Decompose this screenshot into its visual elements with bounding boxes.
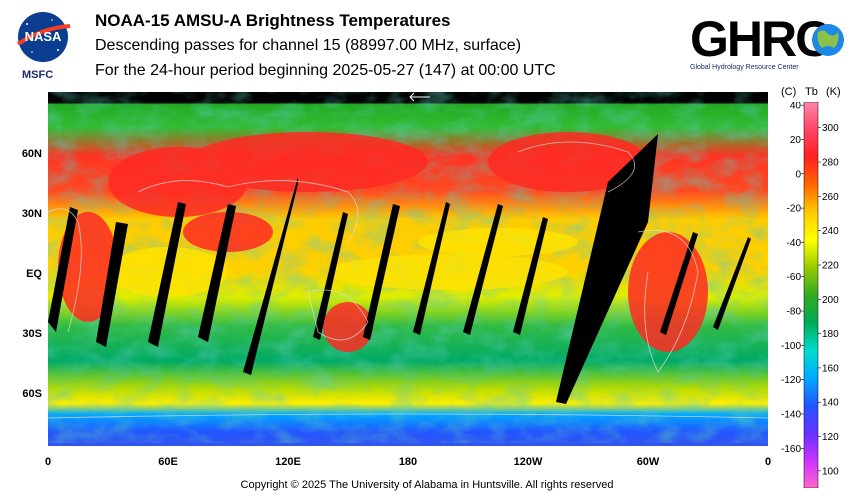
lon-label-0-left: 0 <box>44 456 52 468</box>
page-title: NOAA-15 AMSU-A Brightness Temperatures <box>95 11 451 30</box>
colorbar-kelvin-tick: 140 <box>822 398 839 409</box>
colorbar-celsius-tick: 0 <box>795 169 801 180</box>
colorbar-celsius-header: (C) <box>781 86 797 98</box>
msfc-label: MSFC <box>22 69 54 81</box>
colorbar-celsius-tick: -140 <box>781 409 801 420</box>
colorbar-celsius-tick: -40 <box>787 238 802 249</box>
svg-text:GHRC: GHRC <box>690 11 830 67</box>
direction-arrow-icon <box>409 92 430 102</box>
colorbar-kelvin-tick: 300 <box>822 123 839 134</box>
period-label: For the 24-hour period beginning 2025-05… <box>95 62 556 79</box>
colorbar-celsius-tick: -80 <box>787 307 802 318</box>
page-subtitle: Descending passes for channel 15 (88997.… <box>95 37 522 54</box>
nasa-logo: NASA <box>16 12 71 62</box>
colorbar-celsius-tick: -160 <box>781 444 801 455</box>
lat-label-30s: 30S <box>22 328 42 340</box>
brightness-temperature-map <box>48 92 768 446</box>
ghrc-logo: GHRC <box>690 11 844 67</box>
colorbar: 30028026024022020018016014012010040200-2… <box>781 102 839 488</box>
colorbar-celsius-tick: -120 <box>781 375 801 386</box>
colorbar-celsius-tick: -60 <box>787 272 802 283</box>
colorbar-celsius-tick: 40 <box>790 102 802 112</box>
colorbar-kelvin-tick: 240 <box>822 226 839 237</box>
lat-label-60n: 60N <box>21 148 42 160</box>
lat-label-60s: 60S <box>22 388 42 400</box>
colorbar-celsius-tick: -20 <box>787 204 802 215</box>
colorbar-kelvin-tick: 220 <box>822 260 839 271</box>
colorbar-kelvin-tick: 120 <box>822 432 839 443</box>
copyright-footer: Copyright © 2025 The University of Alaba… <box>240 479 614 491</box>
lon-label-60w: 60W <box>636 456 660 468</box>
lat-label-30n: 30N <box>21 208 42 220</box>
lon-label-180: 180 <box>398 456 418 468</box>
colorbar-kelvin-tick: 180 <box>822 329 839 340</box>
swath-gaps <box>48 134 751 404</box>
coastlines <box>48 141 768 419</box>
colorbar-kelvin-tick: 200 <box>822 295 839 306</box>
colorbar-kelvin-tick: 100 <box>822 466 839 477</box>
lat-label-eq: EQ <box>26 268 42 280</box>
colorbar-kelvin-header: (K) <box>826 86 841 98</box>
colorbar-tb-header: Tb <box>805 86 818 98</box>
colorbar-kelvin-tick: 160 <box>822 363 839 374</box>
lon-label-60e: 60E <box>158 456 178 468</box>
ghrc-subtitle: Global Hydrology Resource Center <box>690 64 799 71</box>
colorbar-celsius-tick: -100 <box>781 341 801 352</box>
colorbar-kelvin-tick: 260 <box>822 192 839 203</box>
colorbar-kelvin-tick: 280 <box>822 158 839 169</box>
svg-text:NASA: NASA <box>25 29 62 44</box>
lon-label-120w: 120W <box>513 456 543 468</box>
lon-label-120e: 120E <box>275 456 301 468</box>
land-warm-regions <box>58 132 708 352</box>
lon-label-0-right: 0 <box>764 456 772 468</box>
colorbar-celsius-tick: 20 <box>790 135 802 146</box>
